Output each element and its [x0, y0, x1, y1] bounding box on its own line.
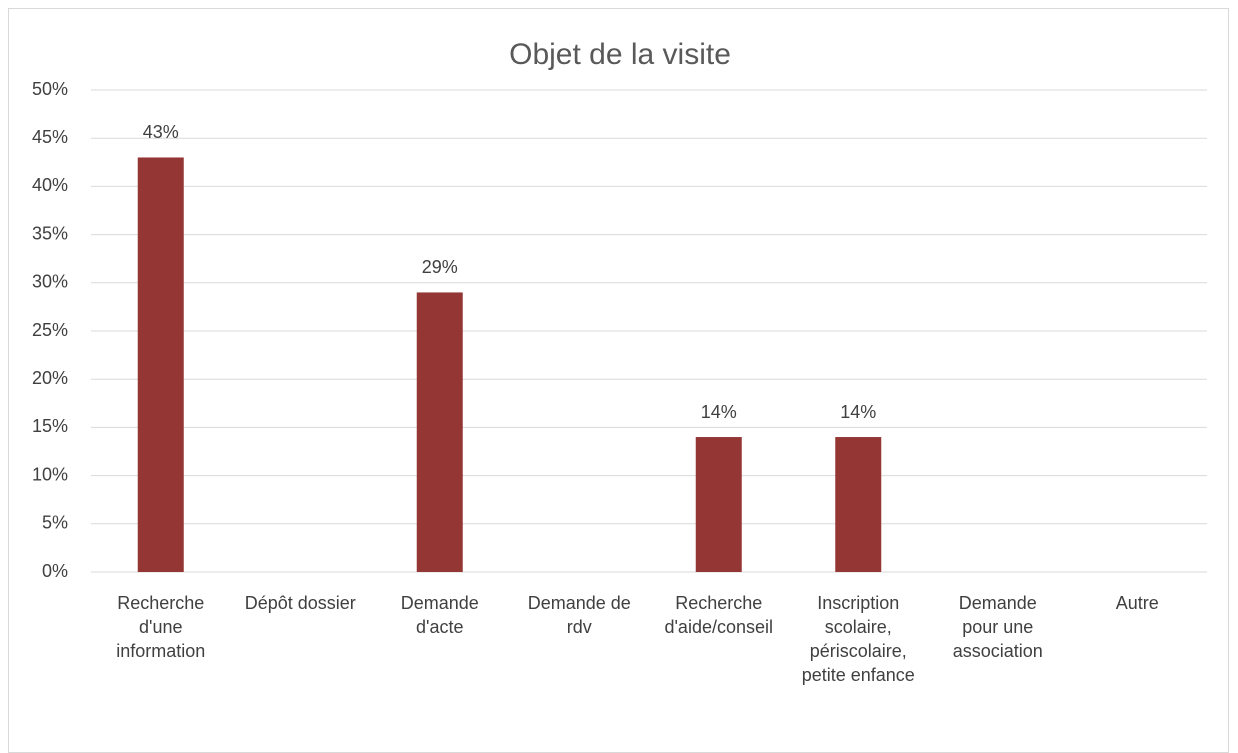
y-tick-label: 25%: [32, 320, 68, 340]
bar: [695, 437, 742, 572]
bar: [416, 292, 463, 572]
y-tick-label: 15%: [32, 416, 68, 436]
x-tick-label: Inscription scolaire, périscolaire, peti…: [801, 593, 915, 685]
x-tick-label: Autre: [1115, 593, 1159, 613]
data-label: 14%: [840, 402, 876, 422]
y-tick-label: 20%: [32, 368, 68, 388]
data-label: 29%: [422, 257, 458, 277]
x-tick-label: Dépôt dossier: [244, 593, 356, 613]
bar: [835, 437, 882, 572]
y-tick-label: 0%: [42, 561, 68, 581]
x-tick-label: Demande pour une association: [952, 593, 1043, 661]
y-tick-label: 50%: [32, 79, 68, 99]
data-label: 43%: [143, 122, 179, 142]
chart-title: Objet de la visite: [509, 38, 731, 71]
y-tick-label: 5%: [42, 513, 68, 533]
y-tick-label: 40%: [32, 175, 68, 195]
x-tick-label: Recherche d'une information: [116, 593, 206, 661]
x-tick-label: Demande d'acte: [400, 593, 479, 637]
y-tick-label: 35%: [32, 223, 68, 243]
bar: [137, 157, 184, 573]
y-tick-label: 45%: [32, 127, 68, 147]
y-tick-label: 30%: [32, 272, 68, 292]
y-tick-label: 10%: [32, 464, 68, 484]
data-label: 14%: [701, 402, 737, 422]
x-tick-label: Recherche d'aide/conseil: [664, 593, 773, 637]
x-tick-label: Demande de rdv: [527, 593, 631, 637]
